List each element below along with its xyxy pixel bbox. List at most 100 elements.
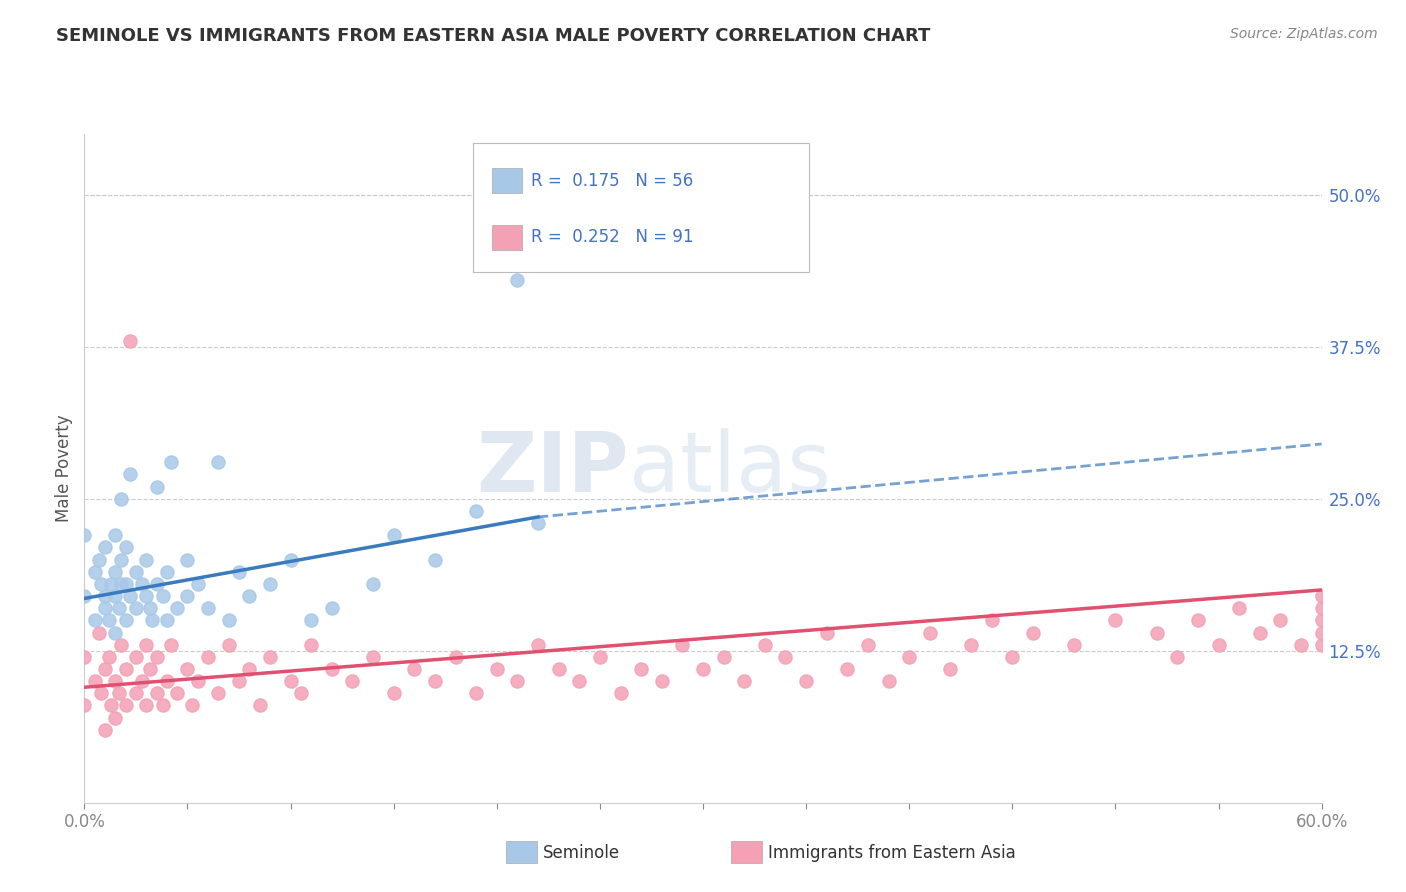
Point: [104, 589, 127, 603]
Point: [90, 577, 112, 591]
Point: [939, 662, 962, 676]
Point: [382, 686, 405, 700]
Point: [125, 649, 148, 664]
Point: [73, 589, 96, 603]
Point: [83, 565, 105, 579]
Point: [485, 662, 508, 676]
Point: [589, 649, 612, 664]
Point: [135, 638, 157, 652]
Point: [118, 589, 141, 603]
Point: [609, 686, 631, 700]
Point: [342, 674, 364, 689]
Point: [145, 649, 167, 664]
Point: [98, 649, 121, 664]
Point: [207, 455, 229, 469]
Point: [87, 552, 110, 566]
Text: ZIP: ZIP: [477, 428, 628, 508]
Point: [321, 662, 343, 676]
Point: [83, 613, 105, 627]
Point: [139, 601, 162, 615]
Point: [145, 577, 167, 591]
Point: [1289, 638, 1312, 652]
Point: [856, 638, 879, 652]
Point: [180, 698, 202, 713]
Point: [1208, 638, 1230, 652]
Point: [125, 601, 148, 615]
Point: [197, 601, 219, 615]
Point: [114, 541, 136, 555]
Point: [110, 577, 132, 591]
Point: [139, 662, 162, 676]
Point: [110, 552, 132, 566]
Point: [73, 698, 96, 713]
Point: [156, 674, 179, 689]
Point: [131, 674, 153, 689]
Text: R =  0.175   N = 56: R = 0.175 N = 56: [531, 172, 693, 190]
Point: [280, 552, 302, 566]
Point: [152, 698, 174, 713]
Point: [114, 662, 136, 676]
Point: [114, 613, 136, 627]
Point: [104, 528, 127, 542]
Point: [114, 698, 136, 713]
Point: [197, 649, 219, 664]
Point: [568, 674, 591, 689]
Point: [465, 504, 488, 518]
Point: [94, 589, 117, 603]
Point: [135, 552, 157, 566]
Point: [187, 674, 209, 689]
Point: [361, 577, 384, 591]
Point: [259, 649, 281, 664]
Point: [176, 552, 198, 566]
Text: Seminole: Seminole: [543, 844, 620, 862]
Point: [135, 589, 157, 603]
Point: [108, 601, 131, 615]
Point: [152, 589, 174, 603]
Point: [960, 638, 983, 652]
Point: [1270, 613, 1292, 627]
Point: [135, 698, 157, 713]
Point: [145, 479, 167, 493]
Point: [104, 625, 127, 640]
Point: [104, 674, 127, 689]
Point: [1104, 613, 1126, 627]
Point: [423, 552, 446, 566]
Point: [94, 541, 117, 555]
Point: [100, 698, 122, 713]
Point: [1166, 649, 1188, 664]
Point: [104, 565, 127, 579]
Point: [238, 662, 260, 676]
Point: [733, 674, 755, 689]
Point: [100, 577, 122, 591]
Point: [980, 613, 1002, 627]
Point: [1310, 613, 1333, 627]
Point: [156, 613, 179, 627]
Text: SEMINOLE VS IMMIGRANTS FROM EASTERN ASIA MALE POVERTY CORRELATION CHART: SEMINOLE VS IMMIGRANTS FROM EASTERN ASIA…: [56, 27, 931, 45]
Point: [815, 625, 838, 640]
Point: [361, 649, 384, 664]
Point: [692, 662, 714, 676]
Point: [228, 674, 250, 689]
Point: [280, 674, 302, 689]
Point: [1146, 625, 1168, 640]
Point: [176, 589, 198, 603]
Point: [87, 625, 110, 640]
Point: [651, 674, 673, 689]
Point: [145, 686, 167, 700]
Point: [404, 662, 426, 676]
Point: [249, 698, 271, 713]
Point: [207, 686, 229, 700]
Point: [1249, 625, 1271, 640]
Point: [321, 601, 343, 615]
Point: [423, 674, 446, 689]
Point: [104, 711, 127, 725]
Text: Immigrants from Eastern Asia: Immigrants from Eastern Asia: [768, 844, 1015, 862]
Point: [90, 686, 112, 700]
Point: [259, 577, 281, 591]
Point: [160, 455, 183, 469]
Point: [630, 662, 652, 676]
Point: [166, 686, 188, 700]
Point: [94, 723, 117, 737]
Point: [114, 577, 136, 591]
Point: [794, 674, 817, 689]
